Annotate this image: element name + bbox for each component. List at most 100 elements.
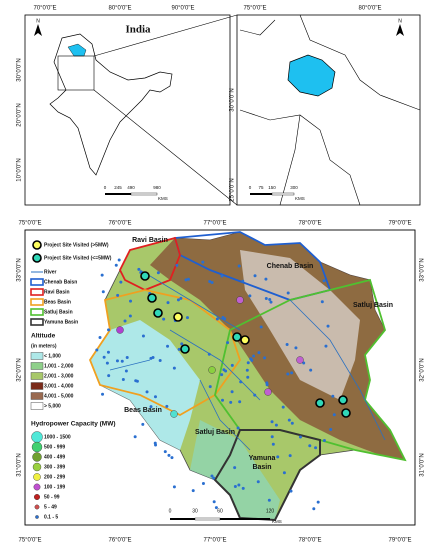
legend-symbol	[30, 352, 44, 360]
visited-site	[341, 408, 351, 418]
site-dot	[241, 486, 245, 490]
site-dot	[224, 369, 228, 373]
legend-title: Altitude	[31, 333, 56, 340]
site-dot	[210, 474, 214, 478]
scale-label: 0	[169, 508, 172, 514]
lat-label: 10°0'0"N	[17, 158, 23, 181]
scale-label: 75	[258, 185, 264, 190]
site-dot	[116, 293, 120, 297]
site-dot	[249, 357, 253, 361]
visited-site	[140, 271, 150, 281]
site-dot	[153, 441, 157, 445]
site-dot	[208, 280, 212, 284]
low-terrain	[190, 420, 280, 520]
legend-symbol	[30, 362, 44, 370]
lat-label: 31°0'0"N	[420, 453, 426, 476]
legend-symbol	[30, 298, 44, 306]
legend-symbol	[30, 278, 44, 286]
visited-site	[232, 332, 242, 342]
site-dot	[119, 280, 123, 284]
site-dot	[98, 335, 102, 339]
legend-symbol	[30, 318, 44, 326]
site-dot	[176, 298, 180, 302]
site-dot	[270, 435, 274, 439]
site-dot	[115, 359, 119, 363]
visited-site	[315, 398, 325, 408]
lat-label: 33°0'0"N	[17, 258, 23, 281]
legend-label: Satluj Basin	[44, 309, 73, 315]
legend-label: > 5,000	[44, 403, 61, 409]
site-dot	[175, 263, 179, 267]
legend-symbol	[31, 441, 43, 453]
lon-label: 77°0'0"E	[203, 538, 226, 544]
site-marker	[116, 326, 124, 334]
zoom-box	[57, 55, 95, 91]
site-dot	[236, 426, 240, 430]
site-dot	[290, 371, 294, 375]
site-dot	[252, 354, 256, 358]
state-frame	[236, 14, 421, 206]
site-dot	[271, 442, 275, 446]
legend-symbol	[32, 240, 42, 250]
site-dot	[332, 413, 336, 417]
india-outline	[49, 33, 173, 176]
site-dot	[248, 294, 252, 298]
legend-label: 5 - 49	[44, 504, 57, 510]
site-dot	[180, 342, 184, 346]
legend-label: Ravi Basin	[44, 289, 70, 295]
legend-title: Hydropower Capacity (MW)	[31, 421, 116, 428]
site-dot	[149, 405, 153, 409]
site-dot	[322, 438, 326, 442]
scale-label: 980	[153, 185, 161, 190]
site-marker	[236, 296, 244, 304]
site-dot	[191, 489, 195, 493]
site-dot	[230, 390, 234, 394]
site-dot	[308, 444, 312, 448]
site-dot	[316, 500, 320, 504]
site-dot	[106, 350, 110, 354]
lat-label: 20°0'0"N	[17, 103, 23, 126]
site-dot	[137, 267, 141, 271]
site-dot	[215, 317, 219, 321]
site-dot	[102, 355, 106, 359]
legend-symbol	[32, 452, 42, 462]
legend-label: 3,001 - 4,000	[44, 383, 74, 389]
scale-unit: KMS	[295, 196, 305, 201]
legend-label: River	[44, 269, 57, 275]
visited-sites	[140, 271, 351, 418]
site-marker	[170, 410, 178, 418]
visited-site	[147, 293, 157, 303]
site-dot	[281, 405, 285, 409]
legend-symbol	[33, 473, 41, 481]
lon-label: 80°0'0"E	[108, 6, 131, 12]
site-dot	[172, 366, 176, 370]
site-dot	[230, 363, 234, 367]
scale-bar	[130, 192, 158, 196]
legend-label: Beas Basin	[44, 299, 71, 305]
legend-label: Chenab Baisn	[44, 279, 77, 285]
site-dot	[179, 296, 183, 300]
site-dot	[239, 380, 243, 384]
scale-label: 0	[249, 185, 252, 190]
site-dot	[151, 356, 155, 360]
site-marker	[208, 366, 216, 374]
visited-site	[240, 335, 250, 345]
hydropower-sites	[95, 258, 336, 511]
site-dot	[100, 273, 104, 277]
legend-symbol	[34, 494, 41, 501]
lon-label: 90°0'0"E	[171, 6, 194, 12]
site-dot	[246, 375, 250, 379]
site-dot	[264, 297, 268, 301]
lon-label: 78°0'0"E	[298, 538, 321, 544]
north-label: N	[36, 18, 40, 24]
scale-label: 30	[192, 508, 198, 514]
site-dot	[238, 400, 242, 404]
legend-label: 300 - 399	[44, 464, 65, 470]
site-marker	[264, 388, 272, 396]
lat-label: 30°0'0"N	[17, 58, 23, 81]
site-dot	[274, 423, 278, 427]
site-dot	[95, 348, 99, 352]
site-dot	[264, 277, 268, 281]
site-dot	[257, 351, 261, 355]
legend-symbol	[33, 483, 41, 491]
